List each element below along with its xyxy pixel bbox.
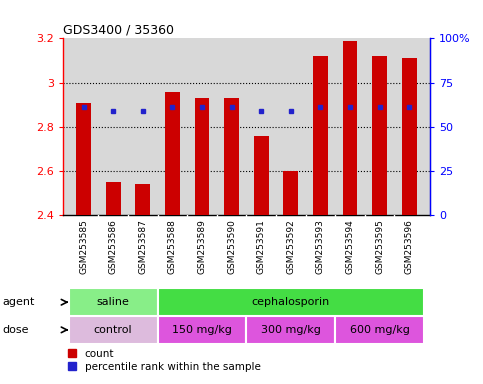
Bar: [246, 316, 335, 344]
Text: GSM253589: GSM253589: [198, 219, 206, 274]
Text: GSM253586: GSM253586: [109, 219, 118, 274]
Text: 300 mg/kg: 300 mg/kg: [261, 325, 321, 335]
Text: cephalosporin: cephalosporin: [252, 297, 330, 307]
Text: GDS3400 / 35360: GDS3400 / 35360: [63, 23, 174, 36]
Bar: [135, 184, 150, 215]
Text: GSM253592: GSM253592: [286, 219, 295, 274]
Bar: [372, 56, 387, 215]
Bar: [195, 98, 209, 215]
Bar: [69, 316, 157, 344]
Bar: [254, 136, 269, 215]
Text: 150 mg/kg: 150 mg/kg: [172, 325, 232, 335]
Text: GSM253590: GSM253590: [227, 219, 236, 274]
Text: GSM253596: GSM253596: [405, 219, 413, 274]
Bar: [106, 182, 121, 215]
Text: GSM253593: GSM253593: [316, 219, 325, 274]
Text: 600 mg/kg: 600 mg/kg: [350, 325, 410, 335]
Bar: [224, 98, 239, 215]
Bar: [335, 316, 424, 344]
Bar: [157, 316, 246, 344]
Text: GSM253591: GSM253591: [256, 219, 266, 274]
Text: GSM253594: GSM253594: [345, 219, 355, 274]
Bar: [157, 288, 424, 316]
Text: agent: agent: [2, 297, 35, 307]
Bar: [69, 288, 157, 316]
Bar: [284, 171, 298, 215]
Text: dose: dose: [2, 325, 29, 335]
Bar: [76, 103, 91, 215]
Text: control: control: [94, 325, 132, 335]
Bar: [342, 41, 357, 215]
Bar: [165, 91, 180, 215]
Text: GSM253595: GSM253595: [375, 219, 384, 274]
Bar: [313, 56, 328, 215]
Legend: count, percentile rank within the sample: count, percentile rank within the sample: [68, 349, 260, 372]
Text: saline: saline: [97, 297, 129, 307]
Bar: [402, 58, 416, 215]
Text: GSM253587: GSM253587: [138, 219, 147, 274]
Text: GSM253585: GSM253585: [79, 219, 88, 274]
Text: GSM253588: GSM253588: [168, 219, 177, 274]
